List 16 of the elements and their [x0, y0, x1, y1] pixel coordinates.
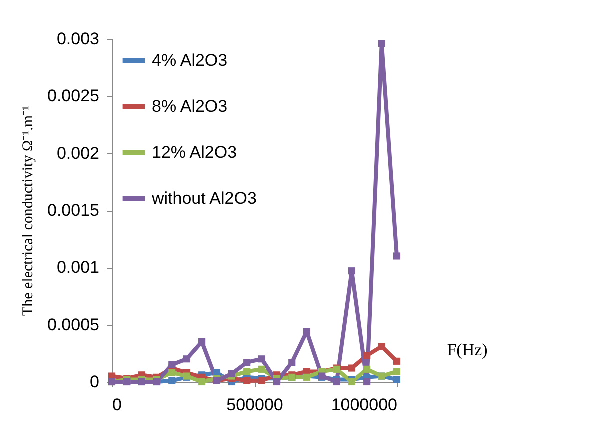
x-tick-label: 0 [112, 396, 122, 414]
legend-label: 4% Al2O3 [152, 51, 228, 70]
y-tick-label: 0.001 [56, 258, 100, 278]
legend-label: 8% Al2O3 [152, 97, 228, 116]
y-tick-label: 0.0005 [48, 315, 100, 334]
x-tick-label: 500000 [226, 396, 284, 414]
y-tick-label: 0.0025 [48, 86, 100, 106]
y-axis-title: The electrical conductivity Ω⁻¹.m⁻¹ [20, 106, 37, 316]
y-tick-label: 0 [90, 372, 100, 392]
y-tick-label: 0.003 [56, 30, 100, 48]
x-tick-label: 1000000 [331, 396, 398, 414]
x-axis-title: F(Hz) [447, 340, 488, 360]
y-tick-label: 0.002 [56, 144, 100, 163]
legend-label: 12% Al2O3 [152, 143, 238, 162]
legend-label: without Al2O3 [151, 189, 257, 208]
y-tick-label: 0.0015 [48, 201, 100, 220]
